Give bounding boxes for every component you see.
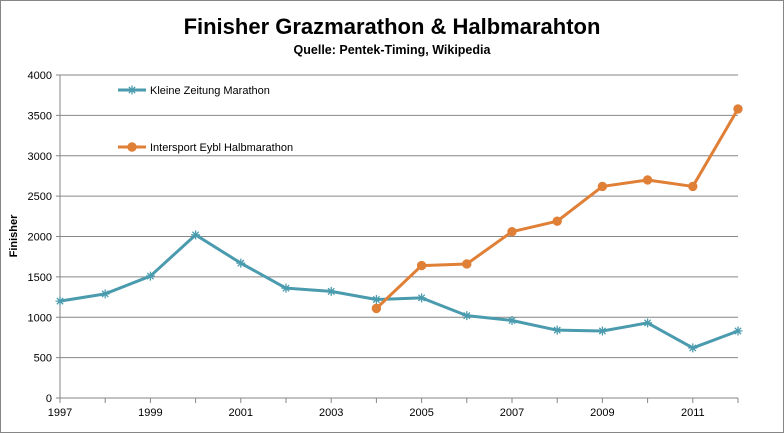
data-point xyxy=(462,311,472,321)
legend-label: Intersport Eybl Halbmarathon xyxy=(150,142,293,154)
x-tick-label: 2009 xyxy=(590,407,614,419)
series-line xyxy=(59,233,739,350)
y-tick-label: 3000 xyxy=(28,151,52,163)
y-tick-label: 0 xyxy=(46,393,52,405)
y-tick-label: 1500 xyxy=(28,272,52,284)
x-tick-label: 2011 xyxy=(681,407,705,419)
data-point xyxy=(552,325,562,335)
data-point xyxy=(236,258,246,268)
y-tick-label: 3500 xyxy=(28,110,52,122)
data-point xyxy=(100,289,110,299)
data-point xyxy=(145,271,155,281)
axes xyxy=(56,74,739,403)
series-2 xyxy=(371,104,743,314)
data-point xyxy=(688,343,698,353)
data-point xyxy=(371,303,382,314)
y-tick-label: 4000 xyxy=(28,70,52,82)
series-group xyxy=(55,104,743,353)
data-point xyxy=(462,259,472,269)
data-point xyxy=(552,216,562,226)
data-point xyxy=(191,230,201,240)
tick-labels: 0 500 1000 1500 2000 2500 3000 3500 4000 1997 1999… xyxy=(28,70,705,419)
data-point xyxy=(597,181,608,192)
data-point xyxy=(643,318,653,328)
data-point xyxy=(642,175,653,185)
data-point xyxy=(507,315,517,325)
data-point xyxy=(416,260,427,271)
y-tick-label: 2500 xyxy=(28,191,52,203)
y-axis-label: Finisher xyxy=(8,214,20,258)
legend: Kleine Zeitung Marathon Intersport Eybl H… xyxy=(118,85,293,154)
x-tick-label: 2007 xyxy=(500,407,524,419)
chart-subtitle: Quelle: Pentek-Timing, Wikipedia xyxy=(294,43,492,57)
data-point xyxy=(371,294,381,304)
data-point xyxy=(281,283,291,293)
data-point xyxy=(507,226,517,237)
series-1 xyxy=(55,230,743,353)
y-tick-label: 2000 xyxy=(28,232,52,244)
legend-label: Kleine Zeitung Marathon xyxy=(150,85,270,97)
data-point xyxy=(127,142,137,152)
legend-item-1: Kleine Zeitung Marathon xyxy=(118,85,270,97)
x-tick-label: 1997 xyxy=(48,407,72,419)
data-point xyxy=(688,181,698,192)
y-tick-label: 1000 xyxy=(28,312,52,324)
series-line xyxy=(375,108,740,310)
x-tick-label: 2005 xyxy=(409,407,433,419)
data-point xyxy=(733,104,743,114)
data-point xyxy=(127,85,137,95)
y-tick-label: 500 xyxy=(34,353,52,365)
x-tick-label: 2001 xyxy=(229,407,253,419)
data-point xyxy=(597,326,607,336)
legend-item-2: Intersport Eybl Halbmarathon xyxy=(118,142,293,154)
data-point xyxy=(417,293,427,303)
x-tick-label: 1999 xyxy=(138,407,162,419)
gridlines xyxy=(60,74,738,359)
chart-title: Finisher Grazmarathon & Halbmarahton xyxy=(184,14,601,39)
data-point xyxy=(326,286,336,296)
x-tick-label: 2003 xyxy=(319,407,343,419)
data-point xyxy=(733,326,743,336)
data-point xyxy=(55,296,65,306)
